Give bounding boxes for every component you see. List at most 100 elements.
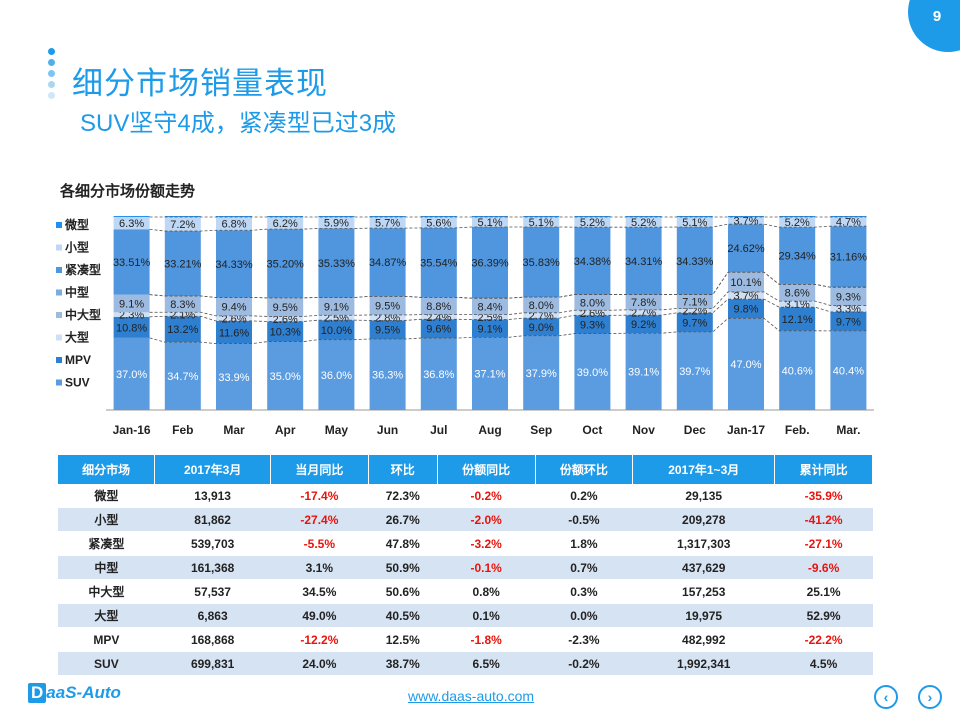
- data-label: 3.3%: [836, 304, 861, 316]
- bar-segment: [728, 216, 764, 225]
- bar-segment: [779, 301, 816, 308]
- bar-segment: [216, 216, 252, 217]
- table-cell: 4.5%: [774, 651, 873, 676]
- bar-segment: [830, 216, 867, 217]
- data-label: 40.6%: [782, 365, 813, 377]
- prev-page-button[interactable]: ‹: [874, 685, 898, 709]
- next-page-button[interactable]: ›: [918, 685, 942, 709]
- table-header-cell: 累计同比: [774, 455, 873, 484]
- bar-segment: [113, 337, 150, 410]
- data-label: 39.7%: [679, 366, 710, 378]
- bar-segment: [369, 216, 406, 229]
- bar-segment: [113, 316, 150, 338]
- table-cell: -1.8%: [437, 627, 536, 652]
- bar-segment: [574, 216, 611, 228]
- table-cell: -22.2%: [774, 627, 873, 652]
- data-label: 34.38%: [574, 256, 612, 268]
- bar-segment: [728, 291, 764, 300]
- data-label: 2.3%: [119, 310, 144, 322]
- data-label: 35.83%: [523, 257, 561, 269]
- data-label: 8.0%: [580, 297, 605, 309]
- bar-segment: [830, 287, 867, 306]
- bar-segment: [369, 320, 406, 339]
- data-label: 5.9%: [324, 218, 349, 230]
- table-cell: -2.3%: [535, 627, 633, 652]
- table-cell: -5.5%: [270, 531, 369, 556]
- legend-swatch: [56, 244, 62, 251]
- bar-segment: [728, 272, 764, 292]
- x-tick-label: Nov: [632, 423, 655, 437]
- bar-segment: [574, 310, 611, 316]
- bar-segment: [267, 216, 304, 230]
- data-label: 8.6%: [785, 288, 810, 300]
- table-header-cell: 份额同比: [437, 455, 536, 484]
- bar-segment: [318, 216, 355, 229]
- bar-segment: [472, 226, 508, 299]
- data-label: 9.7%: [836, 316, 861, 328]
- data-label: 8.4%: [477, 301, 502, 313]
- bar-segment: [164, 342, 201, 410]
- legend-swatch: [56, 222, 62, 228]
- data-label: 5.7%: [375, 218, 400, 230]
- table-cell: 699,831: [154, 651, 271, 676]
- data-label: 35.20%: [267, 258, 305, 270]
- data-label: 10.1%: [730, 277, 761, 289]
- legend-label: 紧凑型: [65, 262, 101, 277]
- table-header-cell: 2017年1~3月: [632, 455, 776, 484]
- legend-swatch: [56, 357, 62, 363]
- chart-title: 各细分市场份额走势: [60, 183, 196, 200]
- table-cell: 482,992: [632, 627, 775, 652]
- data-label: 36.39%: [471, 258, 509, 270]
- table-cell: -41.2%: [774, 507, 873, 532]
- legend-label: 中大型: [65, 307, 101, 322]
- data-label: 3.7%: [733, 291, 758, 303]
- legend-label: SUV: [65, 376, 90, 390]
- table-cell: 微型: [58, 484, 155, 508]
- data-label: 3.7%: [733, 216, 758, 228]
- data-label: 10.8%: [116, 322, 147, 334]
- website-link[interactable]: www.daas-auto.com: [408, 688, 535, 704]
- table-cell: 26.7%: [368, 507, 438, 532]
- table-cell: SUV: [58, 651, 155, 676]
- table-cell: 539,703: [154, 531, 271, 556]
- bar-segment: [369, 296, 406, 315]
- legend-swatch: [56, 289, 62, 296]
- series-connector-line: [149, 271, 867, 299]
- data-label: 37.9%: [526, 368, 557, 380]
- table-cell: -17.4%: [270, 484, 369, 508]
- data-label: 9.5%: [375, 325, 400, 337]
- table-cell: 1.8%: [535, 531, 633, 556]
- bar-segment: [267, 297, 304, 317]
- bar-segment: [574, 294, 611, 311]
- table-cell: 大型: [58, 603, 155, 628]
- x-tick-label: Oct: [582, 423, 602, 437]
- table-cell: -9.6%: [774, 555, 873, 580]
- data-label: 6.2%: [273, 218, 298, 230]
- bar-segment: [318, 216, 355, 217]
- table-cell: 209,278: [632, 507, 775, 532]
- data-label: 29.34%: [779, 251, 817, 263]
- table-cell: 72.3%: [368, 484, 438, 508]
- data-label: 36.8%: [423, 369, 454, 381]
- table-header-cell: 细分市场: [58, 455, 156, 484]
- series-connector-line: [149, 317, 867, 345]
- bar-segment: [625, 333, 662, 410]
- data-label: 13.2%: [167, 324, 198, 336]
- bar-segment: [728, 224, 764, 273]
- x-tick-label: Dec: [684, 423, 706, 437]
- table-cell: 52.9%: [774, 603, 873, 628]
- table-cell: 29,135: [632, 484, 775, 508]
- table-cell: 0.0%: [535, 603, 633, 628]
- data-label: 34.7%: [167, 371, 198, 383]
- bar-segment: [676, 312, 713, 332]
- data-label: 35.0%: [270, 371, 301, 383]
- x-tick-label: Jun: [377, 423, 398, 437]
- bar-segment: [676, 294, 713, 309]
- table-row: 小型 81,862 -27.4% 26.7% -2.0% -0.5% 209,278 -41.…: [58, 507, 873, 532]
- bar-segment: [216, 216, 252, 231]
- data-label: 2.8%: [375, 313, 400, 325]
- data-label: 6.8%: [221, 219, 246, 231]
- bar-segment: [779, 216, 816, 228]
- bar-segment: [369, 216, 406, 217]
- data-label: 2.5%: [324, 313, 349, 325]
